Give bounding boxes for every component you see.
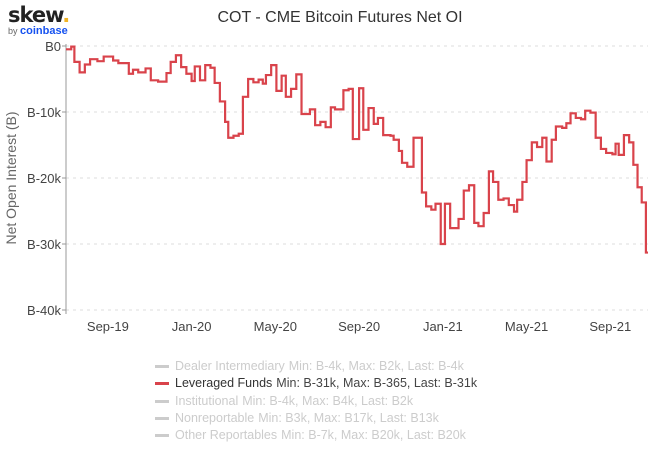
legend: Dealer Intermediary Min: B-4k, Max: B2k, … xyxy=(155,358,477,444)
legend-item-other-reportables[interactable]: Other Reportables Min: B-7k, Max: B20k, L… xyxy=(155,427,477,444)
x-tick-label: Jan-20 xyxy=(172,319,212,334)
logo-partner: coinbase xyxy=(20,25,68,37)
x-tick-label: Sep-20 xyxy=(338,319,380,334)
legend-name: Institutional xyxy=(175,393,239,408)
legend-stats: Min: B-7k, Max: B20k, Last: B20k xyxy=(281,428,466,443)
x-tick-label: May-21 xyxy=(505,319,548,334)
y-tick-label: B-30k xyxy=(27,237,61,252)
series-line-leveraged-funds xyxy=(66,45,648,254)
legend-stats: Min: B-31k, Max: B-365, Last: B-31k xyxy=(276,376,478,391)
logo-brand: skew xyxy=(8,3,63,27)
y-tick-label: B-20k xyxy=(27,171,61,186)
x-tick-label: Jan-21 xyxy=(423,319,463,334)
legend-name: Leveraged Funds xyxy=(175,376,273,391)
legend-stats: Min: B3k, Max: B17k, Last: B13k xyxy=(258,410,439,425)
chart-title: COT - CME Bitcoin Futures Net OI xyxy=(217,9,463,26)
legend-name: Other Reportables xyxy=(175,428,278,443)
legend-item-leveraged-funds[interactable]: Leveraged Funds Min: B-31k, Max: B-365, L… xyxy=(155,375,477,392)
y-tick-label: B-10k xyxy=(27,105,61,120)
logo-by: by xyxy=(8,26,18,36)
legend-item-institutional[interactable]: Institutional Min: B-4k, Max: B4k, Last: … xyxy=(155,393,477,410)
logo-dot: . xyxy=(62,3,70,27)
legend-swatch xyxy=(155,365,169,369)
y-tick-label: B0 xyxy=(45,39,61,54)
legend-name: Dealer Intermediary xyxy=(175,359,285,373)
x-tick-label: May-20 xyxy=(254,319,297,334)
legend-swatch xyxy=(155,417,169,421)
y-tick-label: B-40k xyxy=(27,303,61,318)
legend-stats: Min: B-4k, Max: B4k, Last: B2k xyxy=(242,393,414,408)
legend-stats: Min: B-4k, Max: B2k, Last: B-4k xyxy=(288,359,464,373)
legend-item-nonreportable[interactable]: Nonreportable Min: B3k, Max: B17k, Last: … xyxy=(155,410,477,427)
skew-logo: skew. by coinbase xyxy=(8,3,70,37)
x-tick-label: Sep-21 xyxy=(589,319,631,334)
y-axis-title: Net Open Interest (B) xyxy=(3,111,19,244)
legend-name: Nonreportable xyxy=(175,410,255,425)
legend-swatch xyxy=(155,399,169,403)
legend-swatch xyxy=(155,382,169,386)
legend-swatch xyxy=(155,434,169,438)
legend-item-dealer-intermediary[interactable]: Dealer Intermediary Min: B-4k, Max: B2k, … xyxy=(155,358,477,375)
x-tick-label: Sep-19 xyxy=(87,319,129,334)
